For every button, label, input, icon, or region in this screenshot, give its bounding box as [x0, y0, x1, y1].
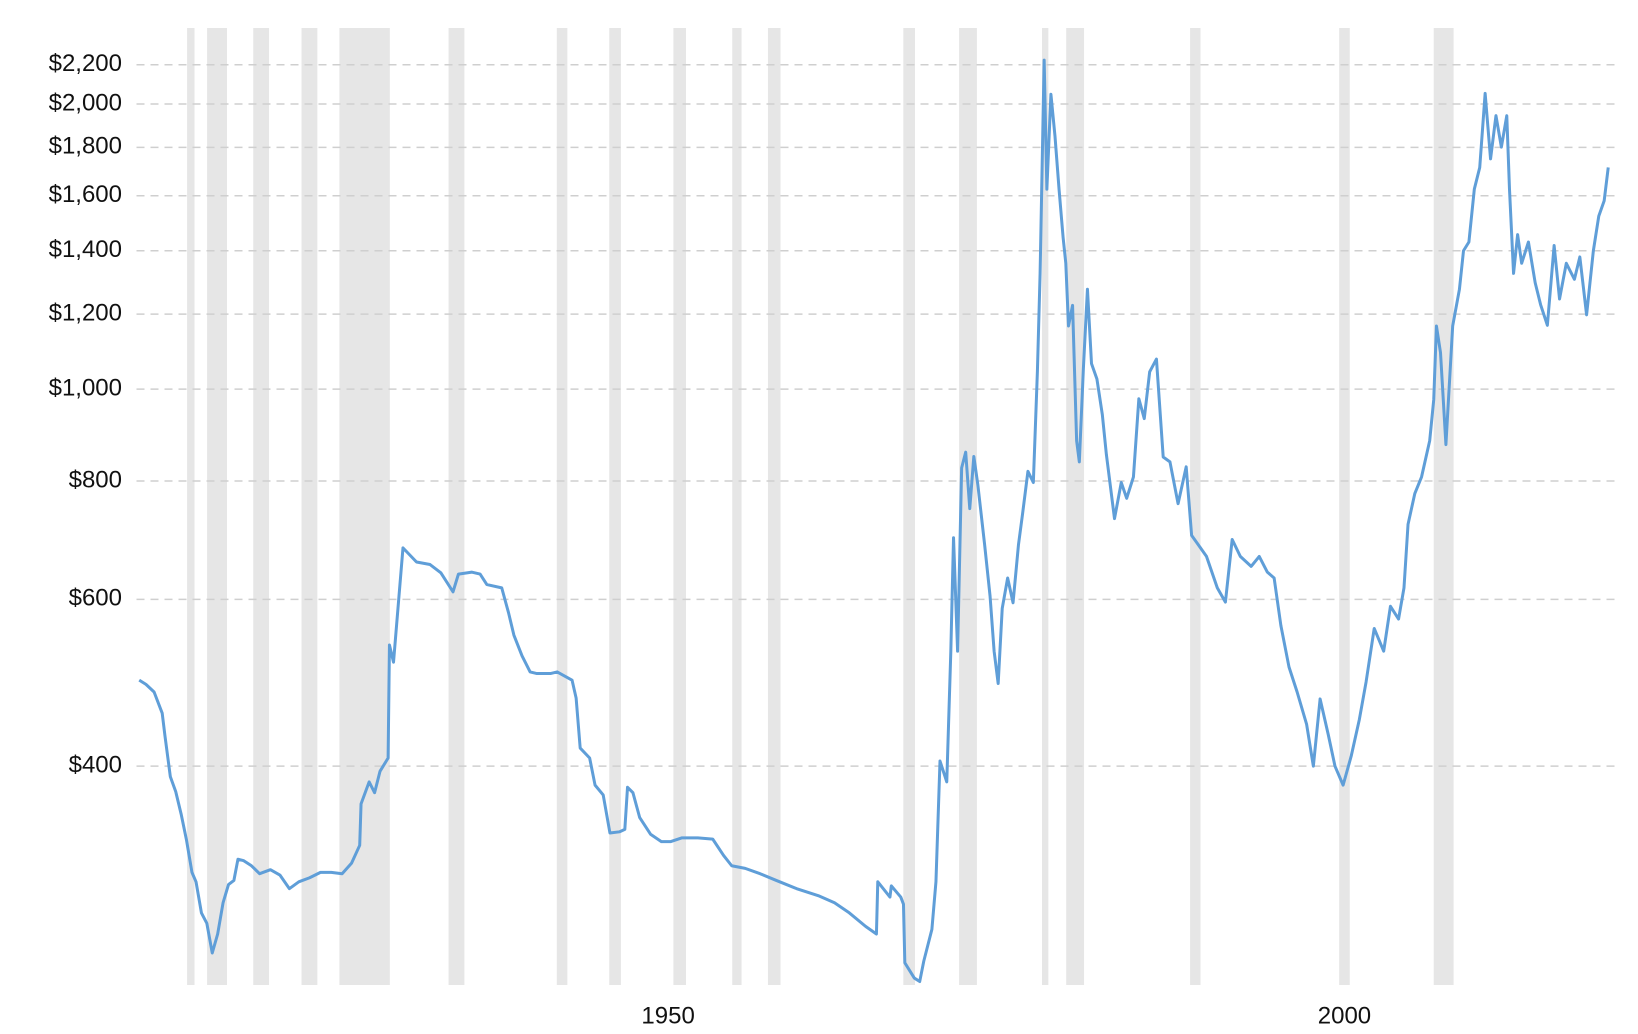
- recession-band: [448, 28, 465, 985]
- recession-band: [556, 28, 568, 985]
- y-tick-label: $2,000: [49, 89, 122, 116]
- recession-band: [339, 28, 390, 985]
- recession-band: [903, 28, 915, 985]
- recession-band: [301, 28, 318, 985]
- recession-band: [187, 28, 195, 985]
- recession-band: [1066, 28, 1085, 985]
- y-tick-label: $1,600: [49, 181, 122, 208]
- recession-bands: [187, 28, 1454, 985]
- recession-band: [1041, 28, 1049, 985]
- price-line: [138, 58, 1610, 984]
- recession-band: [1339, 28, 1350, 985]
- recession-band: [673, 28, 686, 985]
- grid: [136, 64, 1615, 767]
- y-tick-label: $2,200: [49, 50, 122, 77]
- recession-band: [1433, 28, 1454, 985]
- recession-band: [959, 28, 977, 985]
- y-tick-label: $1,200: [49, 300, 122, 327]
- recession-band: [732, 28, 742, 985]
- y-tick-label: $1,000: [49, 375, 122, 402]
- y-tick-label: $400: [69, 752, 122, 779]
- y-tick-label: $600: [69, 585, 122, 612]
- y-tick-label: $1,400: [49, 236, 122, 263]
- recession-band: [609, 28, 621, 985]
- axis-labels: $400 $600 $800 $1,000 $1,200 $1,400 $1,600 $1,8…: [49, 50, 1372, 1029]
- x-tick-label: 1950: [641, 1002, 694, 1029]
- plot: [138, 58, 1610, 984]
- recession-band: [1190, 28, 1201, 985]
- x-tick-label: 2000: [1318, 1002, 1371, 1029]
- recession-band: [767, 28, 781, 985]
- recession-band: [253, 28, 270, 985]
- y-tick-label: $800: [69, 466, 122, 493]
- y-tick-label: $1,800: [49, 133, 122, 160]
- recession-band: [207, 28, 227, 985]
